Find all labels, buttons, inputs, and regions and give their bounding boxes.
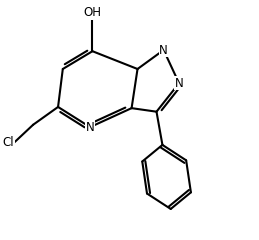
Text: Cl: Cl xyxy=(3,136,14,149)
Text: OH: OH xyxy=(83,6,102,19)
Text: N: N xyxy=(86,121,95,134)
Text: N: N xyxy=(159,43,168,56)
Text: N: N xyxy=(175,77,183,90)
